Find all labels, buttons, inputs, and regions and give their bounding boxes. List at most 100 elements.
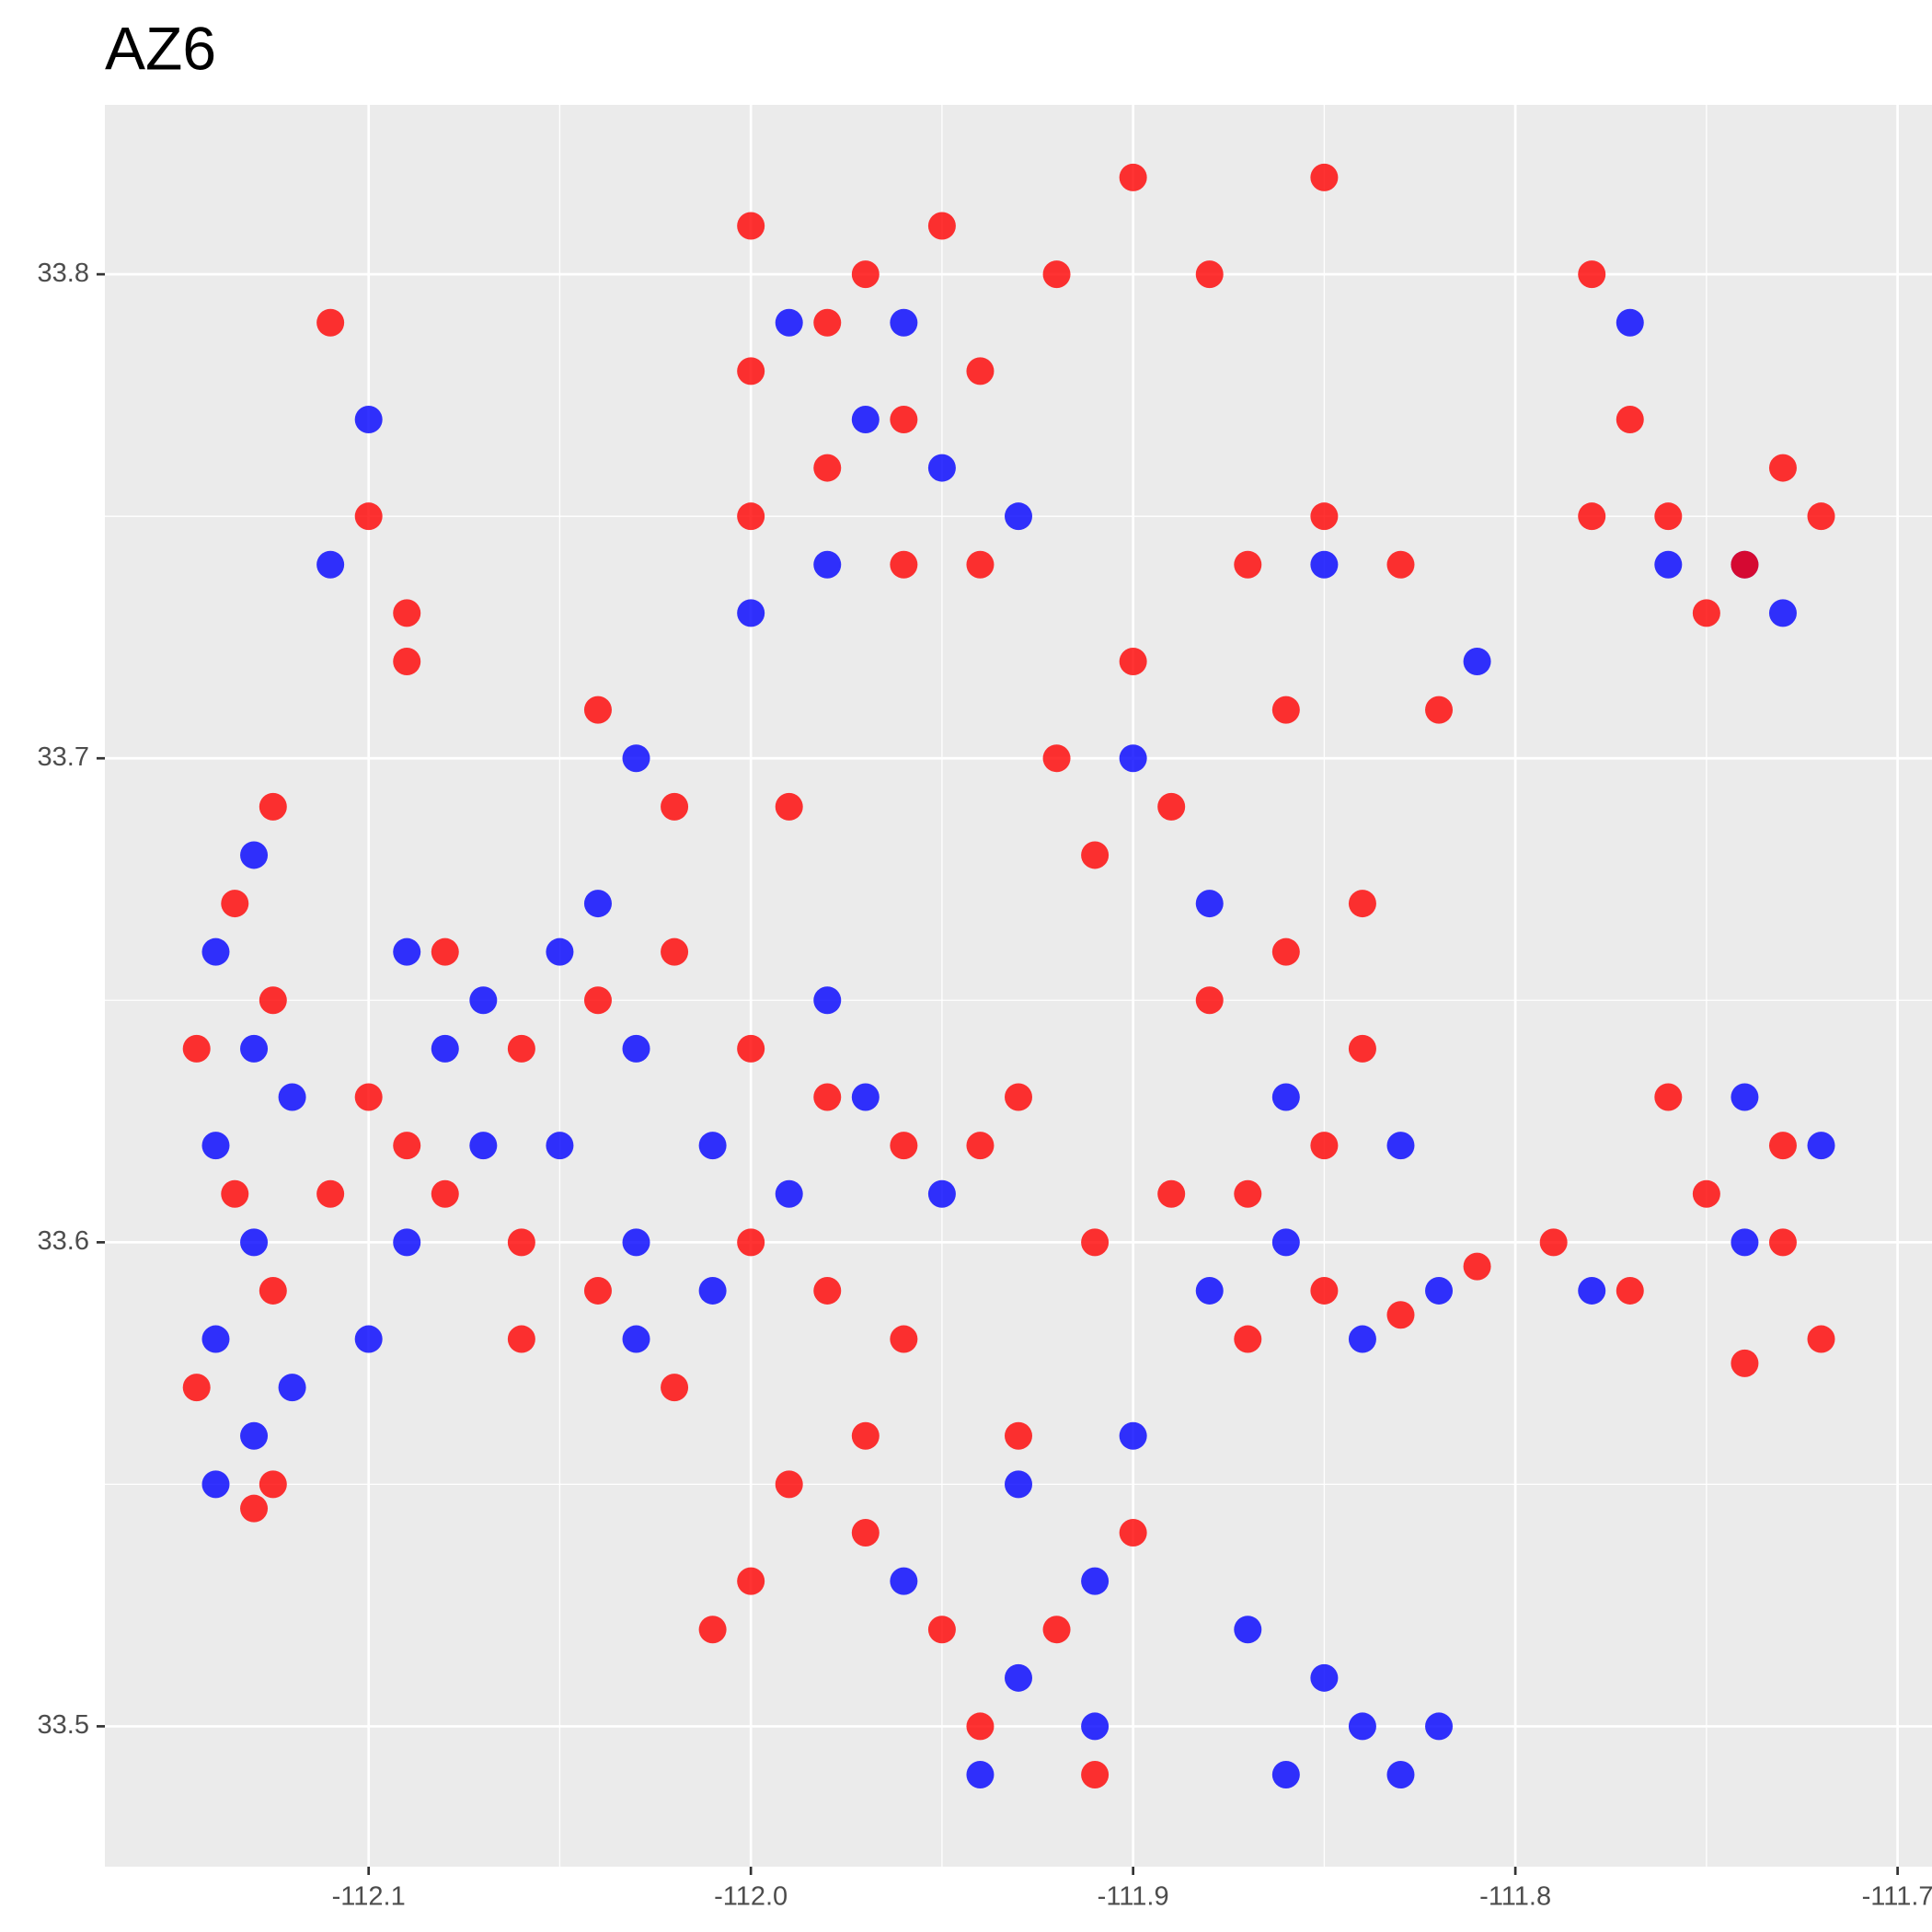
x-tick-label: -111.8 xyxy=(1479,1882,1551,1912)
point xyxy=(966,1761,995,1789)
point xyxy=(240,1034,269,1063)
point xyxy=(1463,1252,1491,1281)
point xyxy=(1157,1179,1186,1208)
point xyxy=(890,1325,918,1353)
point xyxy=(1386,1761,1415,1789)
point xyxy=(1271,1083,1300,1111)
point xyxy=(1348,1034,1376,1063)
point xyxy=(507,1228,535,1257)
point xyxy=(316,308,345,337)
point xyxy=(1119,1518,1147,1547)
point xyxy=(1425,696,1454,724)
point xyxy=(813,454,842,482)
point xyxy=(1081,1761,1110,1789)
point xyxy=(966,1132,995,1160)
point xyxy=(622,1228,650,1257)
point xyxy=(775,1179,803,1208)
point xyxy=(1310,1132,1339,1160)
point xyxy=(393,599,421,627)
point xyxy=(1386,1301,1415,1329)
point xyxy=(1654,502,1683,531)
point xyxy=(966,1712,995,1741)
point xyxy=(1768,1228,1797,1257)
point xyxy=(546,937,574,966)
point xyxy=(737,1228,765,1257)
point xyxy=(927,1179,956,1208)
point xyxy=(1157,792,1186,821)
point xyxy=(1195,986,1224,1015)
point xyxy=(813,1083,842,1111)
y-tick-label: 33.5 xyxy=(38,1710,89,1740)
point xyxy=(1310,550,1339,579)
point xyxy=(890,1132,918,1160)
point xyxy=(201,1470,230,1499)
point xyxy=(1731,1228,1759,1257)
point xyxy=(1119,648,1147,676)
point xyxy=(1119,163,1147,191)
point xyxy=(393,1132,421,1160)
point xyxy=(813,1276,842,1305)
point xyxy=(851,260,880,289)
point xyxy=(1081,841,1110,869)
point xyxy=(1425,1712,1454,1741)
point xyxy=(1348,1712,1376,1741)
point xyxy=(1310,163,1339,191)
point xyxy=(966,357,995,385)
point xyxy=(278,1083,306,1111)
point xyxy=(240,1421,269,1450)
axes: -112.1 -112.0 -111.9 -111.8 -111.7 33.5 33.6 33… xyxy=(38,259,1932,1912)
point xyxy=(1539,1228,1568,1257)
point xyxy=(1463,648,1491,676)
point xyxy=(546,1132,574,1160)
point xyxy=(1348,890,1376,918)
point xyxy=(1768,1132,1797,1160)
point xyxy=(507,1325,535,1353)
point xyxy=(1692,1179,1720,1208)
point xyxy=(221,890,249,918)
point xyxy=(890,550,918,579)
point xyxy=(927,212,956,240)
point xyxy=(1234,550,1262,579)
point xyxy=(1310,1663,1339,1692)
point xyxy=(1731,1349,1759,1377)
point xyxy=(393,1228,421,1257)
point xyxy=(1234,1179,1262,1208)
point xyxy=(1195,890,1224,918)
point xyxy=(469,1132,498,1160)
point xyxy=(1807,502,1835,531)
point xyxy=(201,937,230,966)
point xyxy=(1005,1470,1032,1499)
point xyxy=(240,1228,269,1257)
point xyxy=(1005,1083,1032,1111)
point xyxy=(1386,1132,1415,1160)
point xyxy=(240,1494,269,1523)
point xyxy=(1081,1567,1110,1595)
point xyxy=(469,986,498,1015)
point xyxy=(583,696,612,724)
point xyxy=(813,308,842,337)
point xyxy=(775,792,803,821)
point xyxy=(661,937,689,966)
point xyxy=(737,502,765,531)
point xyxy=(1042,744,1071,773)
point xyxy=(1271,1761,1300,1789)
point xyxy=(1310,502,1339,531)
point xyxy=(259,792,287,821)
point xyxy=(1005,1421,1032,1450)
x-tick-label: -111.7 xyxy=(1862,1882,1932,1912)
point xyxy=(1692,599,1720,627)
point xyxy=(851,1421,880,1450)
chart-title: AZ6 xyxy=(105,14,216,82)
point xyxy=(737,212,765,240)
point xyxy=(1386,550,1415,579)
point xyxy=(775,1470,803,1499)
point xyxy=(1731,1083,1759,1111)
point xyxy=(1731,550,1759,579)
point xyxy=(1271,937,1300,966)
y-tick-label: 33.8 xyxy=(38,259,89,288)
point xyxy=(583,1276,612,1305)
point xyxy=(966,550,995,579)
point xyxy=(1578,260,1606,289)
point xyxy=(316,550,345,579)
